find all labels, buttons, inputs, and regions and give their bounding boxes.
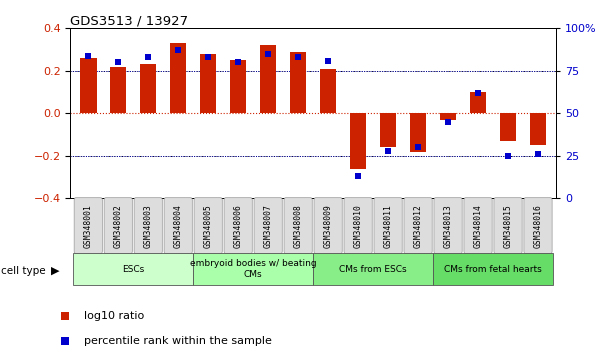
FancyBboxPatch shape [74,198,103,254]
Text: GSM348009: GSM348009 [324,204,332,247]
Bar [350,113,367,169]
Bar [110,67,126,113]
Text: GSM348014: GSM348014 [474,204,483,247]
Text: GSM348016: GSM348016 [533,204,543,247]
Bar [313,253,433,285]
Text: GSM348001: GSM348001 [84,204,93,247]
Text: GSM348006: GSM348006 [233,204,243,247]
FancyBboxPatch shape [494,198,522,254]
Bar [73,253,193,285]
FancyBboxPatch shape [284,198,312,254]
Bar [140,64,156,113]
Bar [290,52,306,113]
Bar [200,54,216,113]
FancyBboxPatch shape [194,198,222,254]
Text: GSM348008: GSM348008 [294,204,302,247]
Text: log10 ratio: log10 ratio [84,311,144,321]
FancyBboxPatch shape [344,198,372,254]
Text: GSM348011: GSM348011 [384,204,393,247]
Bar [80,58,97,113]
Text: GDS3513 / 13927: GDS3513 / 13927 [70,14,188,27]
Bar [470,92,486,113]
Bar [410,113,426,152]
Bar [530,113,546,145]
Text: GSM348007: GSM348007 [264,204,273,247]
Bar [440,113,456,120]
FancyBboxPatch shape [164,198,192,254]
Text: CMs from ESCs: CMs from ESCs [339,264,407,274]
FancyBboxPatch shape [404,198,432,254]
FancyBboxPatch shape [224,198,252,254]
Text: cell type: cell type [1,266,46,276]
Text: GSM348005: GSM348005 [203,204,213,247]
Text: GSM348004: GSM348004 [174,204,183,247]
Text: embryoid bodies w/ beating
CMs: embryoid bodies w/ beating CMs [190,259,316,279]
Bar [170,43,186,113]
Text: GSM348015: GSM348015 [503,204,513,247]
FancyBboxPatch shape [374,198,402,254]
Bar [500,113,516,141]
Bar [380,113,397,147]
Bar [433,253,553,285]
FancyBboxPatch shape [254,198,282,254]
Text: CMs from fetal hearts: CMs from fetal hearts [444,264,542,274]
Bar [193,253,313,285]
Text: GSM348010: GSM348010 [354,204,362,247]
FancyBboxPatch shape [434,198,462,254]
Text: GSM348003: GSM348003 [144,204,153,247]
FancyBboxPatch shape [134,198,163,254]
Text: GSM348002: GSM348002 [114,204,123,247]
Text: ▶: ▶ [51,266,59,276]
Bar [320,69,337,113]
Text: ESCs: ESCs [122,264,144,274]
FancyBboxPatch shape [104,198,133,254]
Bar [230,60,246,113]
FancyBboxPatch shape [524,198,552,254]
Text: percentile rank within the sample: percentile rank within the sample [84,336,271,346]
FancyBboxPatch shape [314,198,342,254]
Text: GSM348013: GSM348013 [444,204,453,247]
Bar [260,45,276,113]
Text: GSM348012: GSM348012 [414,204,423,247]
FancyBboxPatch shape [464,198,492,254]
